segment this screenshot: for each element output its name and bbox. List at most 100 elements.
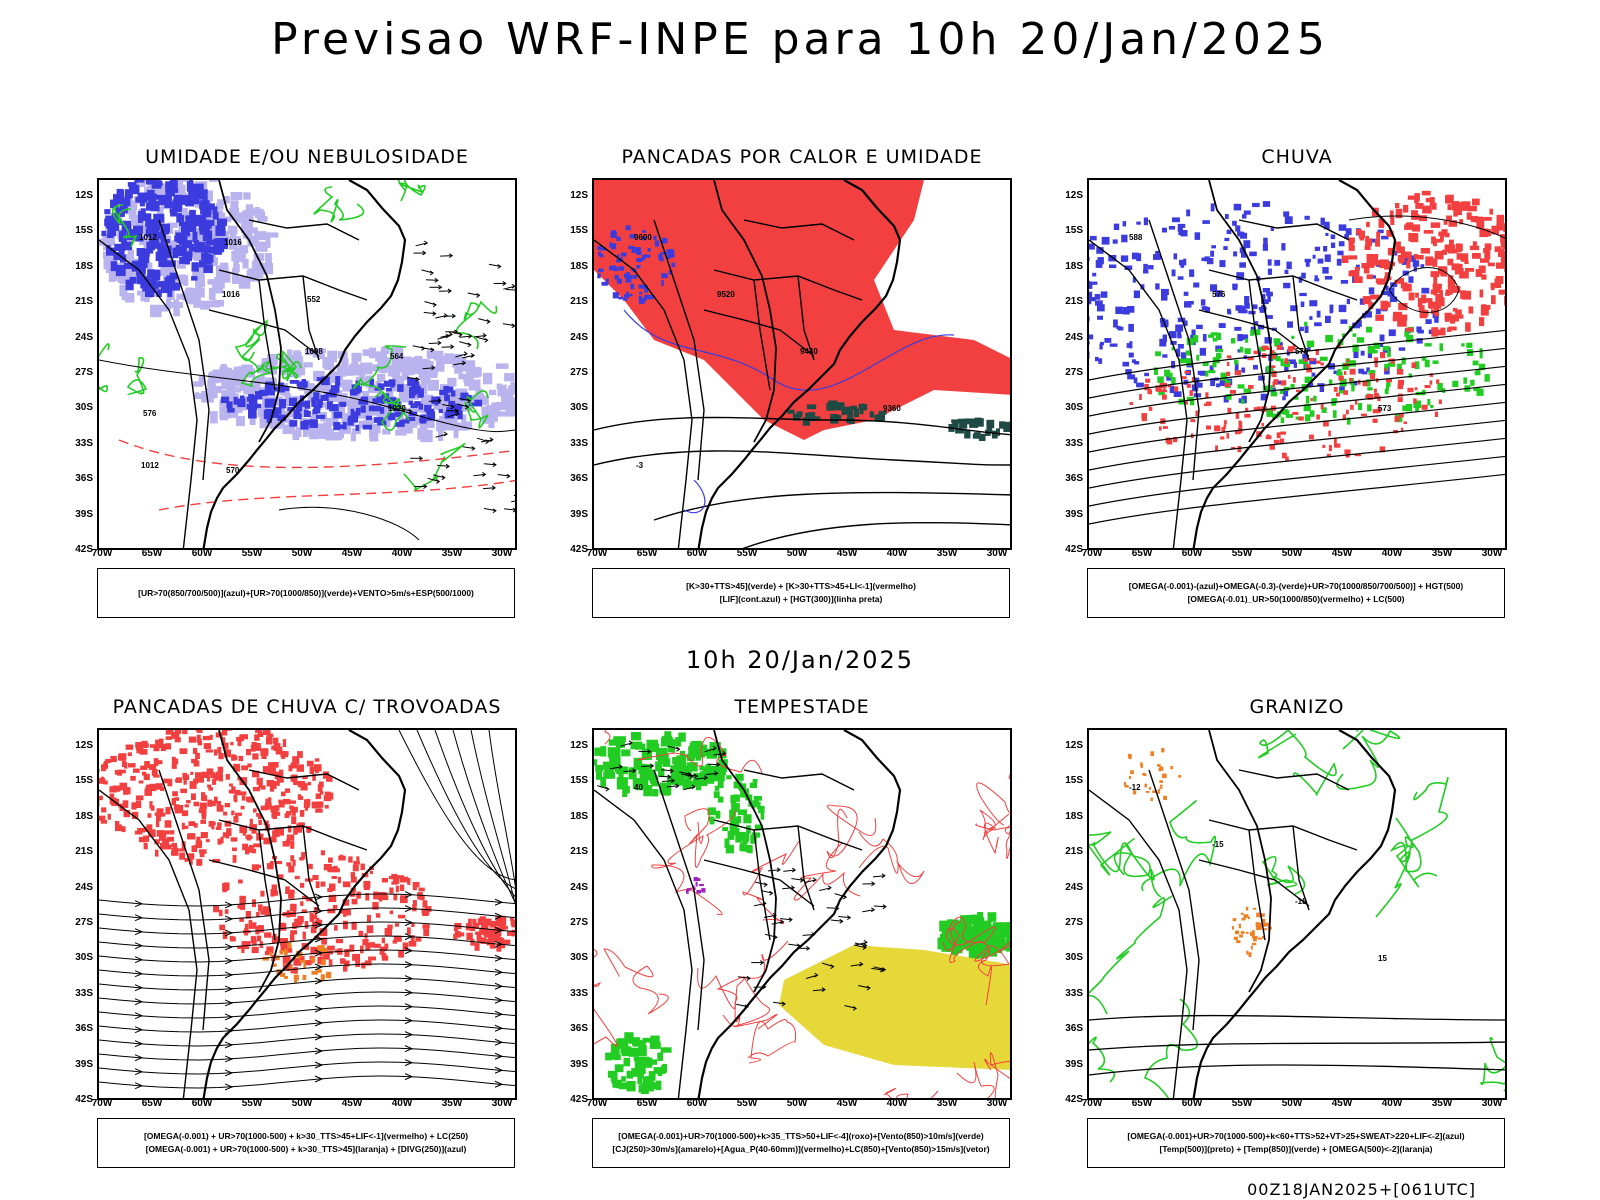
lat-tick-label: 18S: [1065, 810, 1083, 822]
lat-tick-label: 36S: [75, 473, 93, 485]
contour-label: -15: [1212, 840, 1224, 849]
lon-tick-label: 60W: [686, 548, 708, 559]
lat-tick-label: 33S: [570, 437, 588, 449]
panel-title: PANCADAS POR CALOR E UMIDADE: [621, 146, 983, 168]
weather-map: 588 576 570 573: [1087, 178, 1507, 550]
contour-label: 576: [143, 409, 157, 418]
lon-tick-label: 30W: [986, 1098, 1008, 1109]
lon-tick-label: 30W: [491, 1098, 513, 1109]
lon-tick-label: 35W: [1431, 1098, 1453, 1109]
lon-tick-label: 60W: [1181, 548, 1203, 559]
lon-tick-label: 45W: [1331, 548, 1353, 559]
lon-tick-label: 50W: [291, 1098, 313, 1109]
legend-line: [LIF](cont.azul) + [HGT(300)](linha pret…: [719, 594, 883, 604]
lat-tick-label: 42S: [75, 1094, 93, 1105]
contour-label: 573: [1378, 404, 1392, 413]
lat-tick-label: 21S: [75, 846, 93, 858]
lon-tick-label: 60W: [1181, 1098, 1203, 1109]
lat-tick-label: 24S: [570, 331, 588, 343]
contour-label: 1016: [222, 290, 240, 299]
lon-tick-label: 60W: [686, 1098, 708, 1109]
lat-tick-label: 39S: [1065, 508, 1083, 520]
lon-tick-label: 45W: [341, 548, 363, 559]
legend-line: [OMEGA(-0.001)+UR>70(1000-500)+k>35_TTS>…: [618, 1131, 984, 1141]
legend-line: [UR>70(850/700/500)](azul)+[UR>70(1000/8…: [138, 587, 474, 598]
lat-tick-label: 42S: [1065, 544, 1083, 555]
lon-tick-label: 45W: [836, 548, 858, 559]
lon-tick-label: 30W: [986, 548, 1008, 559]
contour-label: -12: [1129, 783, 1141, 792]
contour-label: 15: [1378, 954, 1387, 963]
legend-line: [K>30+TTS>45](verde) + [K>30+TTS>45+LI<-…: [686, 581, 916, 591]
lon-tick-label: 70W: [1081, 548, 1103, 559]
lat-tick-label: 15S: [1065, 225, 1083, 237]
lon-tick-label: 55W: [736, 1098, 758, 1109]
panel-title: TEMPESTADE: [734, 696, 870, 718]
contour-label: 576: [1212, 290, 1226, 299]
mid-title: 10h 20/Jan/2025: [685, 646, 915, 674]
lon-tick-label: 45W: [1331, 1098, 1353, 1109]
lon-tick-label: 35W: [1431, 548, 1453, 559]
lon-tick-label: 55W: [736, 548, 758, 559]
lon-tick-label: 30W: [1481, 548, 1503, 559]
lat-tick-label: 30S: [1065, 952, 1083, 964]
lat-tick-label: 15S: [1065, 775, 1083, 787]
lon-tick-label: 50W: [1281, 548, 1303, 559]
lat-tick-label: 21S: [75, 296, 93, 308]
lat-tick-label: 33S: [1065, 987, 1083, 999]
contour-label: 588: [1129, 233, 1143, 242]
legend-line: [OMEGA(-0.001) + UR>70(1000-500) + k>30_…: [145, 1144, 467, 1154]
lon-tick-label: 40W: [391, 1098, 413, 1109]
panel-title: UMIDADE E/OU NEBULOSIDADE: [145, 146, 469, 168]
map-graphics: 588 576 570 573: [1089, 180, 1505, 548]
weather-map: 9600 9520 9440 9360 -3: [592, 178, 1012, 550]
contour-label: 570: [226, 466, 240, 475]
lat-tick-label: 42S: [75, 544, 93, 555]
lon-tick-label: 65W: [1131, 548, 1153, 559]
legend-line: [OMEGA(-0.001)+UR>70(1000-500)+k<60+TTS>…: [1127, 1131, 1465, 1141]
map-graphics: -12 -15 -18 15: [1089, 730, 1505, 1098]
legend-box: [K>30+TTS>45](verde) + [K>30+TTS>45+LI<-…: [592, 568, 1010, 618]
lat-tick-label: 33S: [1065, 437, 1083, 449]
contour-label: 1020: [388, 404, 406, 413]
legend-line: [OMEGA(-0.001) + UR>70(1000-500) + k>30_…: [143, 1131, 469, 1141]
lat-tick-label: 42S: [570, 1094, 588, 1105]
lon-tick-label: 50W: [291, 548, 313, 559]
lat-tick-label: 12S: [1065, 740, 1083, 751]
lon-tick-label: 55W: [241, 1098, 263, 1109]
lon-tick-label: 50W: [786, 1098, 808, 1109]
lat-tick-label: 21S: [1065, 846, 1083, 858]
lon-tick-label: 45W: [341, 1098, 363, 1109]
lat-tick-label: 27S: [75, 367, 93, 378]
lat-tick-label: 42S: [1065, 1094, 1083, 1105]
lat-tick-label: 15S: [570, 225, 588, 237]
lat-tick-label: 12S: [75, 740, 93, 751]
lon-tick-label: 65W: [141, 1098, 163, 1109]
lon-tick-label: 60W: [191, 1098, 213, 1109]
lat-tick-label: 30S: [75, 952, 93, 964]
lon-tick-label: 40W: [1381, 1098, 1403, 1109]
contour-label: 9440: [800, 347, 818, 356]
contour-label: 9360: [883, 404, 901, 413]
map-graphics: [99, 730, 515, 1098]
lon-tick-label: 65W: [1131, 1098, 1153, 1109]
legend-box: [OMEGA(-0.001)+UR>70(1000-500)+k<60+TTS>…: [1087, 1118, 1505, 1168]
weather-map: -12 -15 -18 15: [1087, 728, 1507, 1100]
lat-tick-label: 30S: [570, 402, 588, 414]
lat-tick-label: 18S: [570, 810, 588, 822]
lat-tick-label: 18S: [570, 260, 588, 272]
lat-tick-label: 15S: [75, 775, 93, 787]
map-graphics: 9600 9520 9440 9360 -3: [594, 180, 1010, 548]
lat-tick-label: 12S: [570, 740, 588, 751]
lat-tick-label: 12S: [570, 190, 588, 201]
lon-tick-label: 30W: [491, 548, 513, 559]
lon-tick-label: 55W: [241, 548, 263, 559]
legend-line: [CJ(250)>30m/s](amarelo)+[Agua_P(40-60mm…: [612, 1144, 990, 1154]
lat-tick-label: 24S: [570, 881, 588, 893]
lat-tick-label: 36S: [1065, 473, 1083, 485]
legend-box: [OMEGA(-0.001)-(azul)+OMEGA(-0.3)-(verde…: [1087, 568, 1505, 618]
lon-tick-label: 70W: [586, 548, 608, 559]
lat-tick-label: 33S: [570, 987, 588, 999]
legend-box: [OMEGA(-0.001)+UR>70(1000-500)+k>35_TTS>…: [592, 1118, 1010, 1168]
contour-label: 570: [1295, 347, 1309, 356]
